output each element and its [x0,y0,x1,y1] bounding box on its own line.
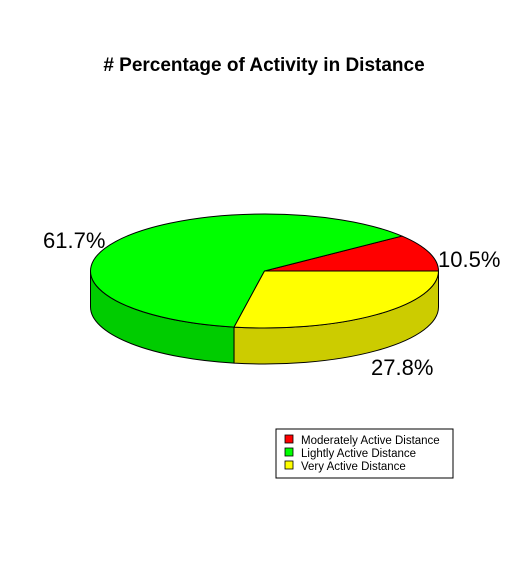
pie-slice-lightly-active [90,213,403,328]
legend-label-lightly-active: Lightly Active Distance [301,448,416,460]
pie-slice-very-active [233,270,439,329]
slice-label-moderately-active: 10.5% [438,247,500,272]
slice-label-very-active: 27.8% [371,355,433,380]
legend-swatch-very-active [284,460,294,470]
pie-slice-moderately-active [264,235,439,272]
slice-label-lightly-active: 61.7% [43,228,105,253]
legend: Moderately Active Distance Lightly Activ… [275,428,454,479]
pie-tops [90,213,439,329]
legend-box [275,428,454,479]
legend-swatch-moderately-active [284,434,294,444]
legend-label-moderately-active: Moderately Active Distance [301,435,440,447]
chart-title: # Percentage of Activity in Distance [103,55,424,76]
legend-swatch-lightly-active [284,447,294,457]
legend-label-very-active: Very Active Distance [301,461,406,473]
